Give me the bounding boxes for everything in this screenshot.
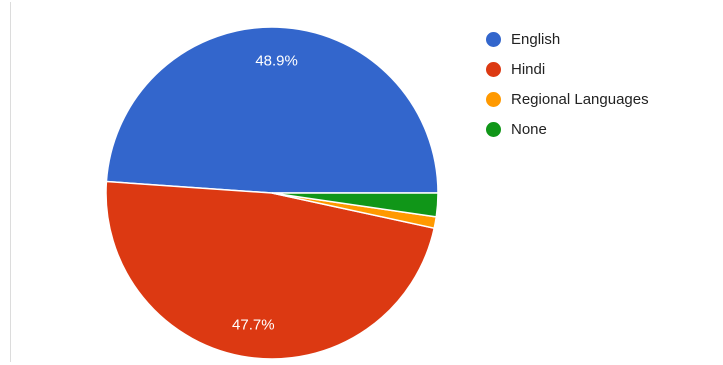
- legend-item-none[interactable]: None: [486, 114, 649, 144]
- data-label-english: 48.9%: [255, 52, 298, 69]
- pie-slice-english[interactable]: [105, 26, 439, 194]
- legend-swatch-regional-languages: [486, 91, 501, 107]
- pie-slice-hindi[interactable]: [105, 180, 436, 360]
- pie-slices: [105, 26, 439, 360]
- pie-data-labels: 48.9% 47.7%: [232, 52, 298, 333]
- legend: English Hindi Regional Languages None: [486, 24, 649, 144]
- legend-label-hindi: Hindi: [511, 60, 546, 78]
- legend-label-english: English: [511, 30, 561, 48]
- legend-item-english[interactable]: English: [486, 24, 649, 54]
- chart-frame-line: [10, 2, 11, 362]
- legend-label-regional-languages: Regional Languages: [511, 90, 649, 108]
- legend-item-hindi[interactable]: Hindi: [486, 54, 649, 84]
- legend-swatch-hindi: [486, 61, 501, 77]
- legend-swatch-english: [486, 31, 501, 47]
- legend-item-regional-languages[interactable]: Regional Languages: [486, 84, 649, 114]
- legend-swatch-none: [486, 121, 501, 137]
- pie-slice-none[interactable]: [271, 192, 439, 218]
- legend-label-none: None: [511, 120, 547, 138]
- data-label-hindi: 47.7%: [232, 316, 275, 333]
